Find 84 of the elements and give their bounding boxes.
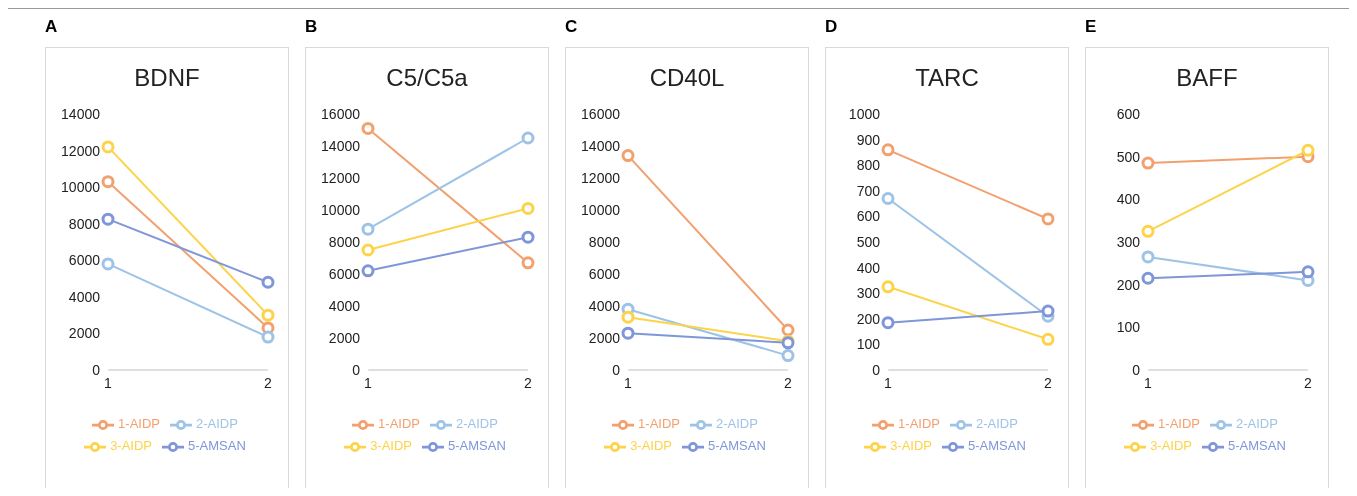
y-tick-label: 0 bbox=[92, 361, 101, 378]
y-tick-label: 0 bbox=[612, 361, 621, 378]
x-tick-label: 2 bbox=[784, 374, 793, 391]
chart-title: CD40L bbox=[648, 64, 726, 93]
y-tick-label: 4000 bbox=[588, 297, 621, 314]
y-tick-label: 100 bbox=[856, 336, 881, 353]
text: E bbox=[1085, 17, 1097, 36]
x-tick-label: 2 bbox=[264, 374, 273, 391]
y-tick-label: 400 bbox=[856, 259, 881, 276]
text: B bbox=[305, 17, 318, 36]
y-tick-label: 12000 bbox=[61, 142, 101, 159]
legend-label: 3-AIDP bbox=[630, 438, 673, 454]
text: C bbox=[565, 17, 578, 36]
x-tick-label: 2 bbox=[1304, 374, 1313, 391]
legend-label: 2-AIDP bbox=[1236, 416, 1278, 432]
y-tick-label: 200 bbox=[1116, 276, 1141, 293]
x-tick-label: 1 bbox=[884, 374, 893, 391]
y-tick-label: 800 bbox=[856, 157, 881, 174]
y-tick-label: 500 bbox=[856, 233, 881, 250]
y-tick-label: 2000 bbox=[328, 329, 361, 346]
x-tick-label: 1 bbox=[364, 374, 373, 391]
x-tick-label: 1 bbox=[104, 374, 113, 391]
legend-label: 5-AMSAN bbox=[1228, 438, 1286, 454]
chart-title: BAFF bbox=[1175, 64, 1239, 93]
y-tick-label: 6000 bbox=[588, 265, 621, 282]
y-tick-label: 14000 bbox=[581, 137, 621, 154]
y-tick-label: 12000 bbox=[321, 169, 361, 186]
y-tick-label: 900 bbox=[856, 131, 881, 148]
y-tick-label: 100 bbox=[1116, 319, 1141, 336]
chart-title: C5/C5a bbox=[385, 64, 469, 93]
y-tick-label: 4000 bbox=[328, 297, 361, 314]
y-tick-label: 8000 bbox=[328, 233, 361, 250]
legend-label: 3-AIDP bbox=[370, 438, 413, 454]
legend-label: 1-AIDP bbox=[118, 416, 160, 432]
legend-label: 5-AMSAN bbox=[448, 438, 506, 454]
legend-label: 3-AIDP bbox=[110, 438, 153, 454]
legend-label: 2-AIDP bbox=[196, 416, 238, 432]
x-tick-label: 2 bbox=[524, 374, 533, 391]
y-tick-label: 16000 bbox=[581, 105, 621, 122]
y-tick-label: 500 bbox=[1116, 148, 1141, 165]
y-tick-label: 6000 bbox=[328, 265, 361, 282]
y-tick-label: 10000 bbox=[61, 179, 101, 196]
chart-title: TARC bbox=[914, 64, 980, 93]
legend-label: 2-AIDP bbox=[976, 416, 1018, 432]
y-tick-label: 8000 bbox=[588, 233, 621, 250]
y-tick-label: 0 bbox=[872, 361, 881, 378]
legend-label: 3-AIDP bbox=[890, 438, 933, 454]
y-tick-label: 0 bbox=[1132, 361, 1141, 378]
x-tick-label: 1 bbox=[1144, 374, 1153, 391]
legend-label: 1-AIDP bbox=[898, 416, 940, 432]
y-tick-label: 0 bbox=[352, 361, 361, 378]
chart-title: BDNF bbox=[133, 64, 201, 93]
legend-label: 5-AMSAN bbox=[968, 438, 1026, 454]
text: A bbox=[45, 17, 58, 36]
legend-label: 3-AIDP bbox=[1150, 438, 1193, 454]
y-tick-label: 14000 bbox=[61, 105, 101, 122]
legend-label: 1-AIDP bbox=[638, 416, 680, 432]
y-tick-label: 4000 bbox=[68, 288, 101, 305]
legend-label: 1-AIDP bbox=[1158, 416, 1200, 432]
y-tick-label: 12000 bbox=[581, 169, 621, 186]
y-tick-label: 10000 bbox=[321, 201, 361, 218]
legend-label: 1-AIDP bbox=[378, 416, 420, 432]
y-tick-label: 600 bbox=[1116, 105, 1141, 122]
y-tick-label: 10000 bbox=[581, 201, 621, 218]
legend-label: 2-AIDP bbox=[456, 416, 498, 432]
y-tick-label: 700 bbox=[856, 182, 881, 199]
x-tick-label: 1 bbox=[624, 374, 633, 391]
y-tick-label: 14000 bbox=[321, 137, 361, 154]
y-tick-label: 400 bbox=[1116, 191, 1141, 208]
legend-label: 2-AIDP bbox=[716, 416, 758, 432]
legend-label: 5-AMSAN bbox=[708, 438, 766, 454]
y-tick-label: 6000 bbox=[68, 252, 101, 269]
y-tick-label: 200 bbox=[856, 310, 881, 327]
y-tick-label: 8000 bbox=[68, 215, 101, 232]
y-tick-label: 2000 bbox=[68, 325, 101, 342]
y-tick-label: 2000 bbox=[588, 329, 621, 346]
y-tick-label: 600 bbox=[856, 208, 881, 225]
y-tick-label: 300 bbox=[856, 285, 881, 302]
text: D bbox=[825, 17, 838, 36]
x-tick-label: 2 bbox=[1044, 374, 1053, 391]
legend-label: 5-AMSAN bbox=[188, 438, 246, 454]
y-tick-label: 1000 bbox=[848, 105, 881, 122]
y-tick-label: 16000 bbox=[321, 105, 361, 122]
y-tick-label: 300 bbox=[1116, 233, 1141, 250]
